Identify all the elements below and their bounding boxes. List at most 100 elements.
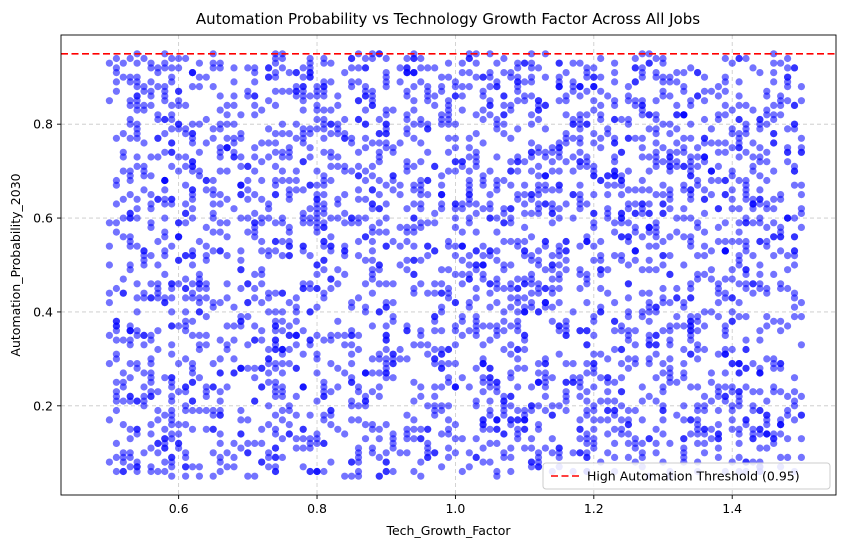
scatter-point <box>361 369 370 377</box>
scatter-point <box>251 219 259 227</box>
scatter-point <box>271 378 280 386</box>
scatter-point <box>687 186 695 194</box>
scatter-point <box>770 439 778 447</box>
scatter-point <box>507 167 515 175</box>
scatter-point <box>514 125 522 133</box>
scatter-point <box>209 228 217 236</box>
scatter-point <box>375 472 383 480</box>
scatter-point <box>472 111 480 119</box>
scatter-point <box>493 181 501 189</box>
scatter-point <box>458 256 466 264</box>
scatter-point <box>652 341 660 349</box>
scatter-point <box>479 115 487 124</box>
scatter-point <box>617 374 626 382</box>
scatter-point <box>659 252 667 260</box>
scatter-point <box>507 158 515 166</box>
scatter-point <box>154 64 162 72</box>
scatter-point <box>700 186 709 194</box>
scatter-point <box>382 214 390 222</box>
scatter-point <box>645 341 653 349</box>
scatter-point <box>168 308 176 316</box>
scatter-point <box>790 303 799 311</box>
scatter-point <box>161 200 169 208</box>
scatter-point <box>590 219 598 227</box>
scatter-point <box>375 280 383 288</box>
scatter-point <box>251 270 259 278</box>
scatter-point <box>382 242 390 250</box>
scatter-point <box>438 308 446 316</box>
scatter-point <box>216 411 224 419</box>
scatter-point <box>327 120 335 128</box>
scatter-point <box>790 125 799 133</box>
scatter-point <box>451 252 459 260</box>
scatter-point <box>417 64 425 72</box>
scatter-point <box>354 78 363 86</box>
scatter-point <box>500 308 508 316</box>
scatter-point <box>735 397 743 405</box>
scatter-point <box>527 92 536 100</box>
scatter-point <box>451 270 459 278</box>
scatter-point <box>313 397 321 405</box>
scatter-point <box>521 294 529 302</box>
scatter-point <box>389 106 397 114</box>
scatter-point <box>514 430 522 438</box>
scatter-point <box>500 453 508 461</box>
scatter-point <box>361 134 370 142</box>
scatter-point <box>133 120 141 128</box>
scatter-point <box>348 397 356 405</box>
scatter-point <box>521 97 529 105</box>
scatter-point <box>209 176 217 185</box>
scatter-point <box>548 167 556 175</box>
scatter-point <box>375 219 383 227</box>
scatter-point <box>659 144 667 152</box>
scatter-point <box>182 219 190 227</box>
scatter-point <box>652 449 660 457</box>
scatter-point <box>763 416 771 424</box>
scatter-point <box>119 148 127 156</box>
scatter-point <box>631 54 639 63</box>
scatter-point <box>638 439 646 447</box>
scatter-point <box>216 120 224 128</box>
scatter-point <box>624 186 633 194</box>
scatter-point <box>527 209 536 217</box>
scatter-point <box>161 247 169 255</box>
scatter-point <box>742 181 750 189</box>
scatter-point <box>721 101 729 109</box>
scatter-point <box>361 233 370 241</box>
scatter-point <box>285 331 293 339</box>
scatter-point <box>645 303 653 311</box>
scatter-point <box>527 111 536 119</box>
scatter-point <box>292 294 300 302</box>
scatter-point <box>188 252 197 260</box>
scatter-point <box>784 97 792 105</box>
scatter-point <box>652 148 660 156</box>
scatter-point <box>687 416 695 424</box>
scatter-point <box>521 200 529 208</box>
scatter-point <box>265 308 273 316</box>
scatter-point <box>472 435 480 443</box>
scatter-point <box>188 205 197 213</box>
scatter-point <box>188 317 197 325</box>
scatter-point <box>500 317 508 325</box>
scatter-point <box>140 331 148 339</box>
scatter-point <box>354 195 363 203</box>
scatter-point <box>790 388 799 396</box>
scatter-point <box>244 449 252 457</box>
scatter-point <box>195 172 203 180</box>
scatter-point <box>507 73 515 81</box>
scatter-point <box>472 261 480 269</box>
scatter-point <box>195 308 203 316</box>
scatter-point <box>133 195 141 203</box>
scatter-point <box>285 430 293 438</box>
scatter-point <box>590 416 598 424</box>
scatter-point <box>604 388 612 396</box>
scatter-point <box>527 280 536 288</box>
legend: High Automation Threshold (0.95) <box>542 462 831 490</box>
scatter-point <box>714 92 723 100</box>
scatter-point <box>403 449 411 457</box>
scatter-point <box>514 406 522 415</box>
scatter-point <box>465 299 473 307</box>
scatter-point <box>749 252 757 260</box>
scatter-point <box>728 59 736 67</box>
scatter-point <box>126 73 134 81</box>
